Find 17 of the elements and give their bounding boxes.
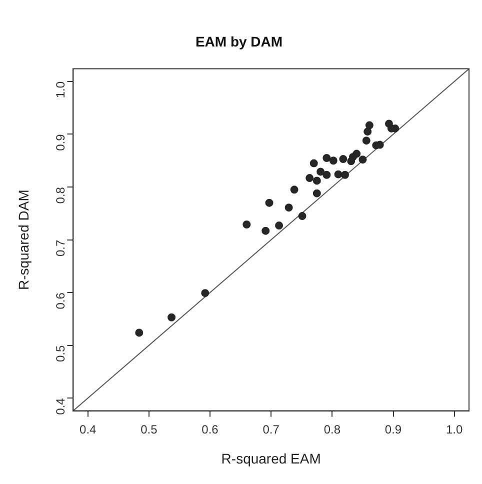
x-tick-label: 0.9 xyxy=(384,422,402,436)
y-tick-label: 0.6 xyxy=(54,292,68,310)
y-tick-label: 0.5 xyxy=(54,345,68,362)
y-tick-label: 0.7 xyxy=(54,239,68,256)
y-tick-label: 0.8 xyxy=(54,186,68,204)
y-tick-label: 0.9 xyxy=(54,134,68,151)
x-tick-label: 0.5 xyxy=(140,422,158,436)
x-tick-label: 0.7 xyxy=(262,422,280,436)
y-axis-title: R-squared DAM xyxy=(15,190,32,290)
x-tick-label: 0.4 xyxy=(80,422,97,436)
y-tick-label: 0.4 xyxy=(54,398,68,415)
chart-title: EAM by DAM xyxy=(195,33,283,50)
x-tick-label: 0.6 xyxy=(202,422,219,436)
x-axis-title: R-squared EAM xyxy=(221,450,321,466)
x-tick-label: 1.0 xyxy=(446,422,464,436)
x-tick-label: 0.8 xyxy=(324,422,341,436)
y-tick-label: 1.0 xyxy=(54,81,68,98)
